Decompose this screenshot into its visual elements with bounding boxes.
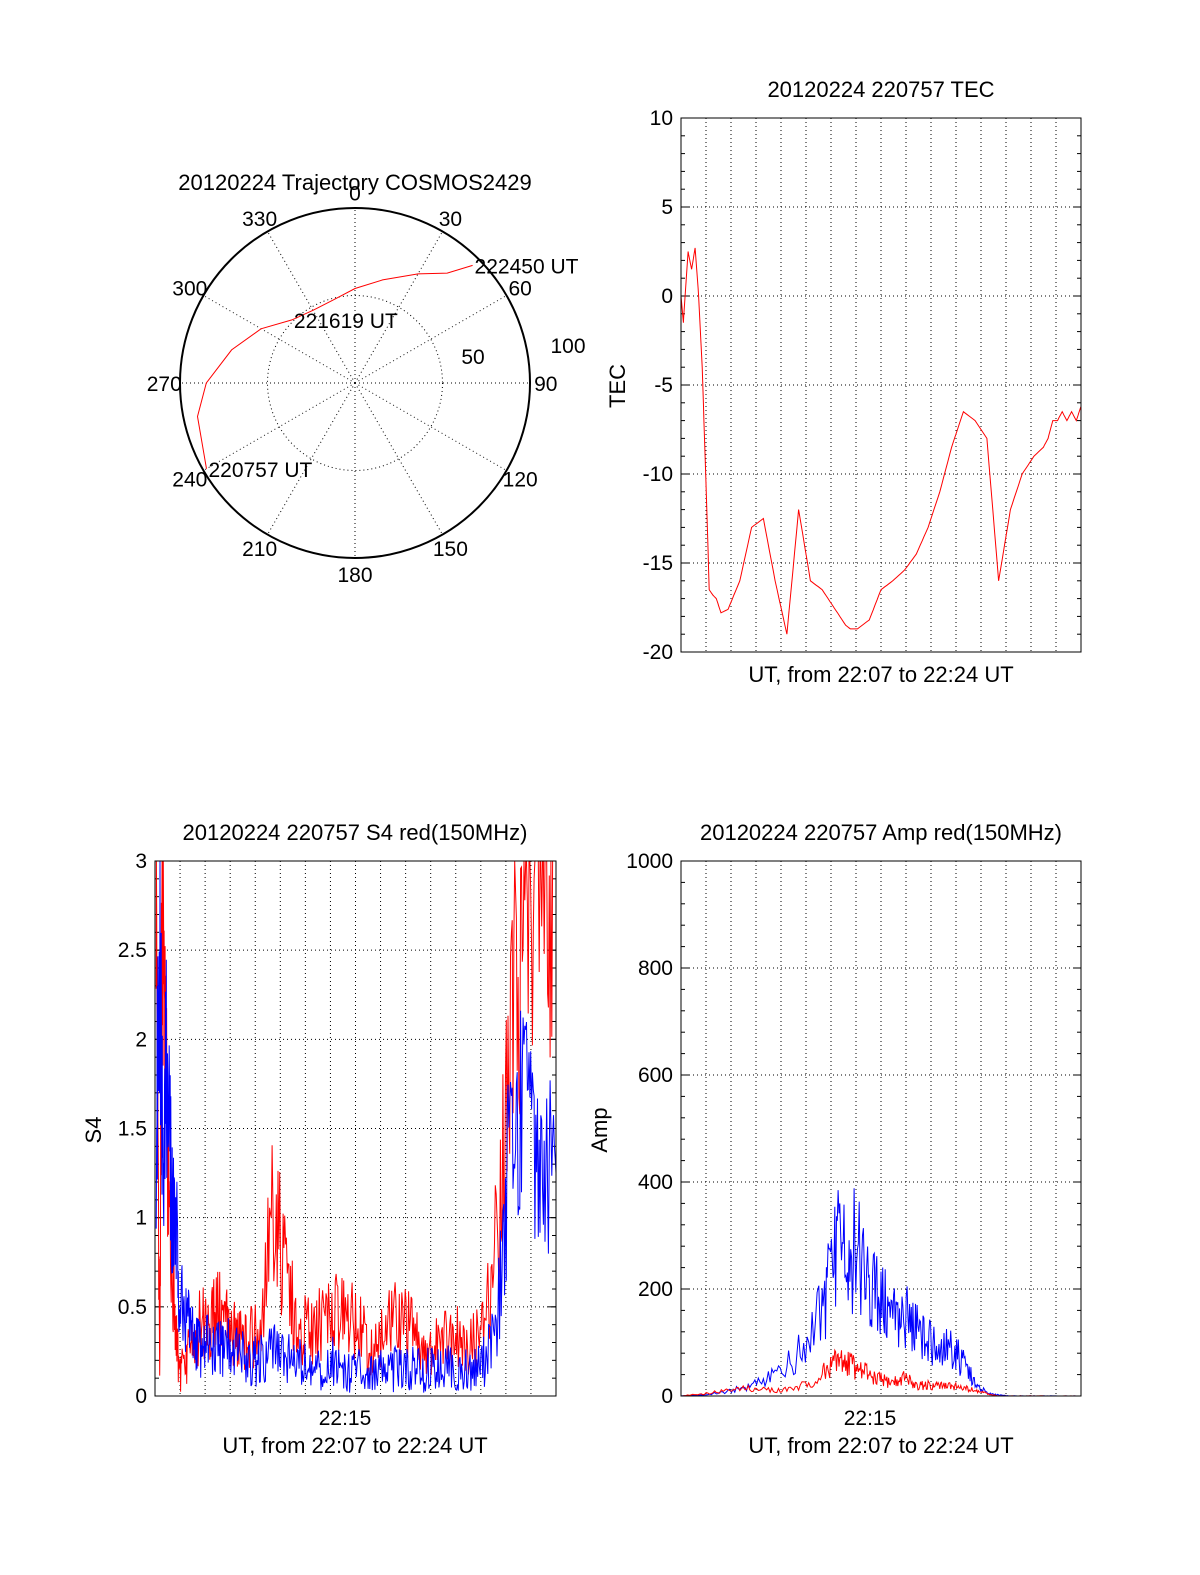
polar-chart-title: 20120224 Trajectory COSMOS2429 bbox=[178, 170, 531, 195]
polar-radial-label: 50 bbox=[461, 346, 484, 369]
polar-angle-label: 270 bbox=[147, 373, 182, 396]
tec-y-tick-label: -5 bbox=[654, 374, 673, 397]
s4-x-tick-label: 22:15 bbox=[319, 1407, 372, 1430]
polar-angle-label: 210 bbox=[242, 538, 277, 561]
tec-y-tick-label: -20 bbox=[643, 641, 673, 664]
polar-spoke bbox=[354, 231, 443, 384]
amp-y-tick-label: 600 bbox=[638, 1064, 673, 1087]
amp-y-tick-label: 200 bbox=[638, 1278, 673, 1301]
amp-y-tick-label: 400 bbox=[638, 1171, 673, 1194]
tec-plot-frame bbox=[680, 117, 1082, 653]
polar-angle-label: 150 bbox=[433, 538, 468, 561]
s4-y-tick-label: 1 bbox=[135, 1207, 147, 1230]
amp-y-tick-label: 1000 bbox=[626, 850, 673, 873]
amp-series-0-line bbox=[680, 1188, 1081, 1397]
polar-trajectory-panel: 20120224 Trajectory COSMOS2429 0 30 60 90 12… bbox=[147, 170, 586, 587]
polar-time-annotation: 222450 UT bbox=[475, 255, 579, 278]
s4-y-tick-label: 2.5 bbox=[118, 939, 147, 962]
tec-y-tick-label: -10 bbox=[643, 463, 673, 486]
polar-outer-ring bbox=[179, 207, 531, 559]
s4-series-1-line bbox=[155, 860, 557, 1393]
amp-plot-frame bbox=[680, 860, 1082, 1397]
s4-series-0-line bbox=[155, 860, 556, 1392]
s4-y-axis-label: S4 bbox=[81, 1117, 106, 1144]
polar-spoke bbox=[354, 382, 443, 535]
polar-time-annotation: 221619 UT bbox=[294, 310, 398, 333]
polar-trajectory-line bbox=[196, 264, 473, 469]
amp-y-axis-label: Amp bbox=[587, 1107, 612, 1152]
polar-radial-label: 100 bbox=[550, 335, 585, 358]
tec-chart-panel: 20120224 220757 TEC UT, from 22:07 to 22… bbox=[605, 77, 1082, 687]
s4-plot-frame bbox=[154, 860, 557, 1397]
amp-y-tick-label: 0 bbox=[661, 1385, 673, 1408]
tec-y-tick-label: 10 bbox=[650, 107, 673, 130]
amp-y-tick-label: 800 bbox=[638, 957, 673, 980]
polar-angle-label: 60 bbox=[509, 278, 532, 301]
amp-chart-panel: 20120224 220757 Amp red(150MHz) 22:15 UT… bbox=[587, 820, 1082, 1458]
polar-angle-label: 330 bbox=[242, 208, 277, 231]
s4-y-tick-label: 2 bbox=[135, 1028, 147, 1051]
polar-angle-label: 90 bbox=[534, 373, 557, 396]
amp-x-tick-label: 22:15 bbox=[844, 1407, 897, 1430]
tec-x-axis-label: UT, from 22:07 to 22:24 UT bbox=[748, 662, 1013, 687]
s4-x-axis-label: UT, from 22:07 to 22:24 UT bbox=[222, 1433, 487, 1458]
s4-y-tick-label: 1.5 bbox=[118, 1118, 147, 1141]
tec-y-tick-label: -15 bbox=[643, 552, 673, 575]
tec-y-tick-label: 5 bbox=[661, 196, 673, 219]
s4-y-tick-label: 0.5 bbox=[118, 1296, 147, 1319]
polar-spoke bbox=[354, 295, 507, 384]
polar-angle-label: 0 bbox=[349, 182, 361, 205]
polar-time-annotation: 220757 UT bbox=[208, 459, 312, 482]
s4-y-tick-label: 3 bbox=[135, 850, 147, 873]
amp-chart-title: 20120224 220757 Amp red(150MHz) bbox=[700, 820, 1062, 845]
polar-angle-label: 30 bbox=[439, 208, 462, 231]
tec-y-axis-label: TEC bbox=[605, 364, 630, 408]
s4-chart-title: 20120224 220757 S4 red(150MHz) bbox=[183, 820, 528, 845]
amp-x-axis-label: UT, from 22:07 to 22:24 UT bbox=[748, 1433, 1013, 1458]
polar-angle-label: 300 bbox=[172, 278, 207, 301]
tec-series-0-line bbox=[680, 247, 1082, 635]
polar-ring-50 bbox=[267, 295, 443, 471]
s4-y-tick-label: 0 bbox=[135, 1385, 147, 1408]
polar-spoke bbox=[267, 231, 356, 384]
polar-angle-label: 180 bbox=[337, 564, 372, 587]
tec-chart-title: 20120224 220757 TEC bbox=[767, 77, 994, 102]
polar-angle-label: 240 bbox=[172, 468, 207, 491]
tec-y-tick-label: 0 bbox=[661, 285, 673, 308]
polar-angle-label: 120 bbox=[503, 468, 538, 491]
polar-spoke bbox=[354, 382, 507, 471]
s4-chart-panel: 20120224 220757 S4 red(150MHz) 22:15 UT,… bbox=[81, 820, 557, 1458]
